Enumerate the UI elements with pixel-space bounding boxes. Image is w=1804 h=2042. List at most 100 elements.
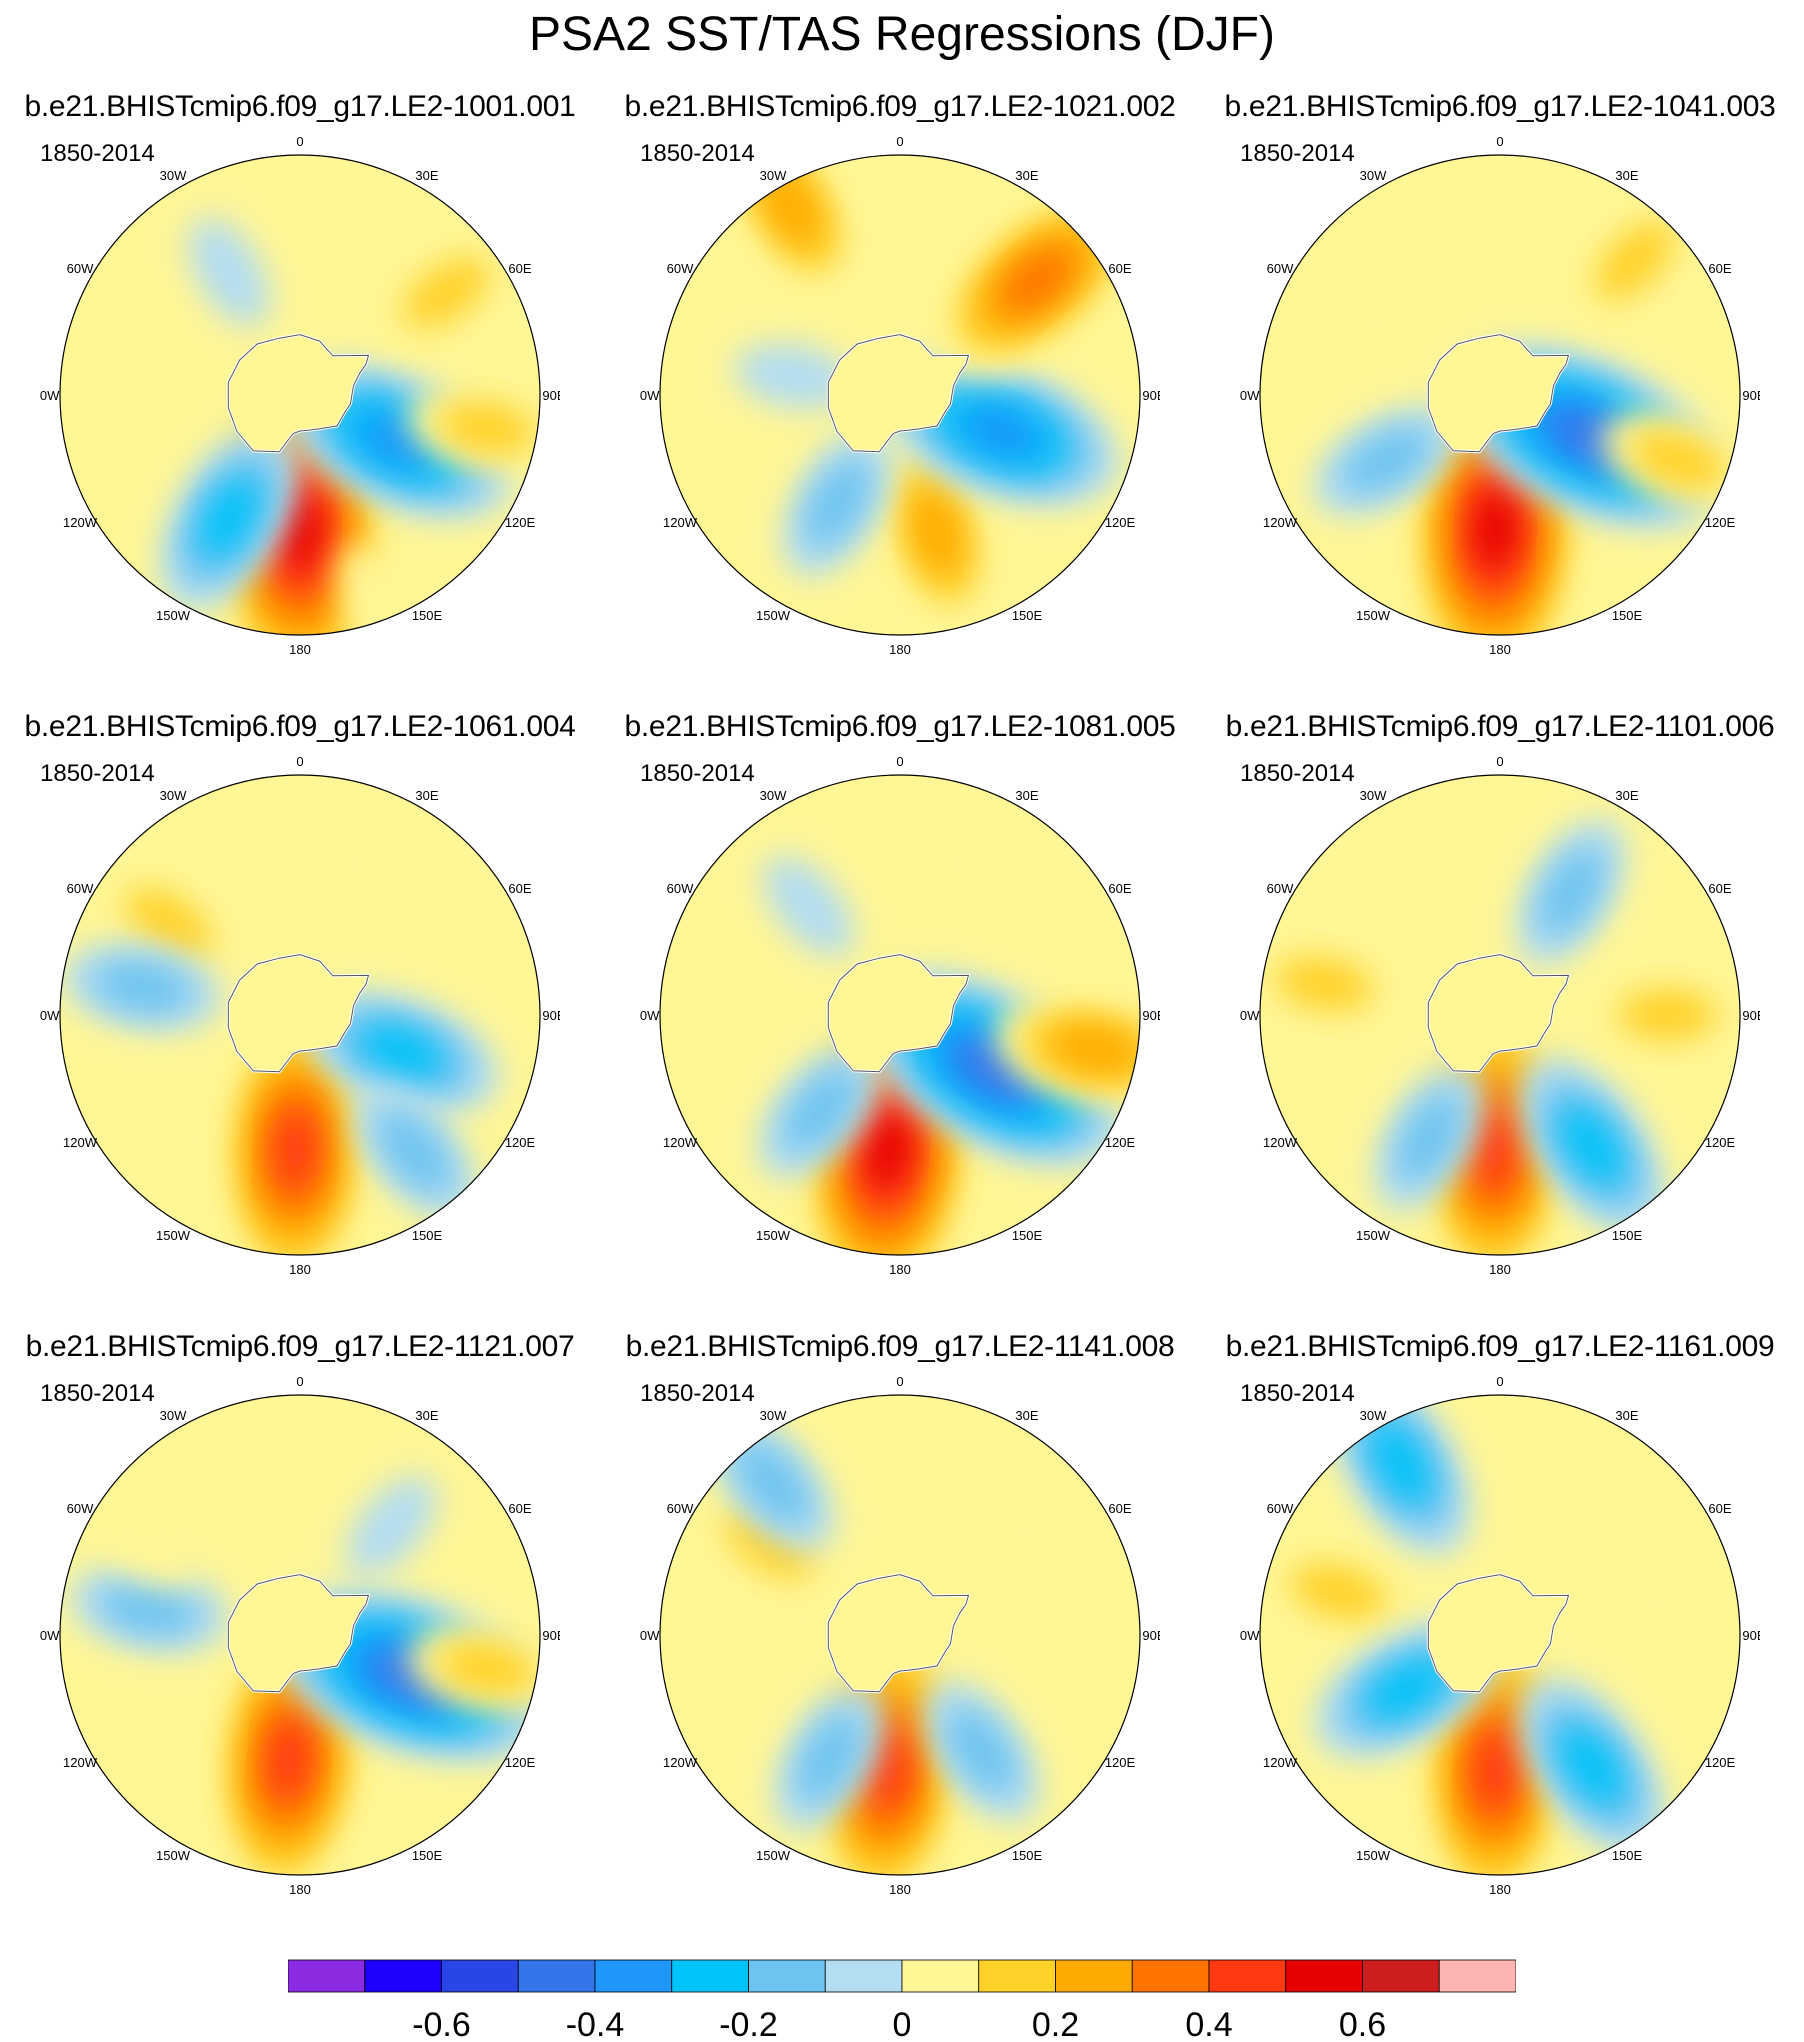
anomaly-contour <box>267 1718 311 1801</box>
antarctica-coastline <box>827 954 970 1073</box>
colorbar-swatch <box>748 1959 826 1993</box>
map-panel: b.e21.BHISTcmip6.f09_g17.LE2-1121.007 0 30… <box>0 1330 600 1950</box>
colorbar-swatch <box>671 1959 749 1993</box>
colorbar-tick-label: -0.4 <box>566 2006 625 2042</box>
longitude-label: 30E <box>1615 788 1638 803</box>
longitude-label: 60E <box>1708 1501 1731 1516</box>
anomaly-contour <box>198 477 260 559</box>
longitude-label: 150E <box>1012 608 1043 623</box>
anomaly-contour <box>734 343 853 409</box>
longitude-label: 150W <box>756 1848 791 1863</box>
colorbar-swatch <box>1131 1959 1210 1993</box>
longitude-label: 90E <box>542 1008 560 1023</box>
longitude-label: 150E <box>412 1848 443 1863</box>
period-label: 1850-2014 <box>1240 140 1355 167</box>
anomaly-contour <box>960 406 1043 458</box>
anomaly-contour <box>318 807 391 923</box>
anomaly-contour <box>804 457 872 549</box>
colorbar-tick-label: 0.2 <box>1032 2006 1079 2042</box>
antarctica-coastline <box>827 1574 970 1693</box>
longitude-label: 150W <box>156 1228 191 1243</box>
longitude-label: 120W <box>663 1755 698 1770</box>
longitude-label: 90E <box>542 388 560 403</box>
longitude-label: 0 <box>296 1375 303 1389</box>
longitude-label: 30E <box>415 168 438 183</box>
colorbar-swatch <box>824 1959 903 1993</box>
anomaly-contour <box>1000 247 1073 313</box>
polar-map: 0 30E 60E 90E 120E 150E 180 150W 120W 90W 60W 30W <box>40 755 560 1275</box>
anomaly-contour <box>1473 1108 1517 1191</box>
longitude-label: 120E <box>505 515 536 530</box>
anomaly-contour <box>972 1486 1073 1578</box>
antarctica-coastline <box>227 1574 370 1693</box>
anomaly-contour <box>91 1505 200 1587</box>
map-border <box>59 1394 541 1876</box>
longitude-label: 120W <box>63 1755 98 1770</box>
colorbar-swatch <box>901 1959 980 1993</box>
map-panel: b.e21.BHISTcmip6.f09_g17.LE2-1021.002 0 30… <box>600 90 1200 710</box>
longitude-label: 120E <box>505 1135 536 1150</box>
period-label: 1850-2014 <box>640 140 755 167</box>
polar-map: 0 30E 60E 90E 120E 150E 180 150W 120W 90W 60W 30W <box>640 755 1160 1275</box>
longitude-label: 0 <box>896 1375 903 1389</box>
anomaly-contour <box>1050 1024 1140 1074</box>
colorbar-swatch <box>1208 1959 1287 1993</box>
longitude-label: 0 <box>296 755 303 769</box>
longitude-label: 30E <box>415 1408 438 1423</box>
longitude-label: 30E <box>1015 788 1038 803</box>
longitude-label: 90E <box>1742 1008 1760 1023</box>
map-border <box>59 154 541 636</box>
longitude-label: 150E <box>1612 1228 1643 1243</box>
longitude-label: 30W <box>760 1408 787 1423</box>
longitude-label: 180 <box>889 642 911 655</box>
longitude-label: 150E <box>412 608 443 623</box>
longitude-label: 60W <box>1267 261 1294 276</box>
anomaly-contour <box>358 1024 445 1080</box>
longitude-label: 180 <box>1489 1262 1511 1275</box>
longitude-label: 0 <box>296 135 303 149</box>
colorbar-swatch <box>1055 1959 1133 1993</box>
longitude-label: 90E <box>1142 1628 1160 1643</box>
longitude-label: 60W <box>667 881 694 896</box>
period-label: 1850-2014 <box>40 140 155 167</box>
longitude-label: 90W <box>40 1008 60 1023</box>
longitude-label: 120W <box>63 515 98 530</box>
longitude-label: 150E <box>1612 1848 1643 1863</box>
longitude-label: 30E <box>1615 168 1638 183</box>
anomaly-contour <box>1365 1658 1448 1720</box>
antarctica-coastline <box>1427 954 1570 1073</box>
map-border <box>659 774 1141 1256</box>
longitude-label: 60W <box>67 1501 94 1516</box>
colorbar-tick-label: -0.6 <box>412 2006 471 2042</box>
longitude-label: 0 <box>896 135 903 149</box>
longitude-label: 150W <box>156 1848 191 1863</box>
map-border <box>659 154 1141 636</box>
longitude-label: 180 <box>889 1262 911 1275</box>
longitude-label: 120E <box>1705 515 1736 530</box>
anomaly-contour <box>735 1441 811 1526</box>
longitude-label: 120E <box>1705 1755 1736 1770</box>
panel-title: b.e21.BHISTcmip6.f09_g17.LE2-1061.004 <box>24 710 576 743</box>
longitude-label: 90W <box>1240 388 1260 403</box>
longitude-label: 90E <box>1742 388 1760 403</box>
longitude-label: 60E <box>508 1501 531 1516</box>
antarctica-coastline <box>1427 1574 1570 1693</box>
map-border <box>659 1394 1141 1876</box>
longitude-label: 120E <box>1105 515 1136 530</box>
anomaly-contour <box>377 1110 453 1194</box>
longitude-label: 30W <box>760 788 787 803</box>
map-panel: b.e21.BHISTcmip6.f09_g17.LE2-1001.001 0 30… <box>0 90 600 710</box>
anomaly-contour <box>725 1507 813 1579</box>
antarctica-coastline <box>827 334 970 453</box>
longitude-label: 150E <box>1012 1228 1043 1243</box>
longitude-label: 90W <box>640 388 660 403</box>
longitude-label: 120W <box>663 515 698 530</box>
panel-title: b.e21.BHISTcmip6.f09_g17.LE2-1141.008 <box>625 1330 1175 1363</box>
longitude-label: 180 <box>1489 642 1511 655</box>
anomaly-contour <box>437 401 537 455</box>
antarctica-coastline <box>227 954 370 1073</box>
panel-title: b.e21.BHISTcmip6.f09_g17.LE2-1001.001 <box>24 90 576 123</box>
longitude-label: 0 <box>1496 755 1503 769</box>
figure-title: PSA2 SST/TAS Regressions (DJF) <box>529 8 1275 61</box>
